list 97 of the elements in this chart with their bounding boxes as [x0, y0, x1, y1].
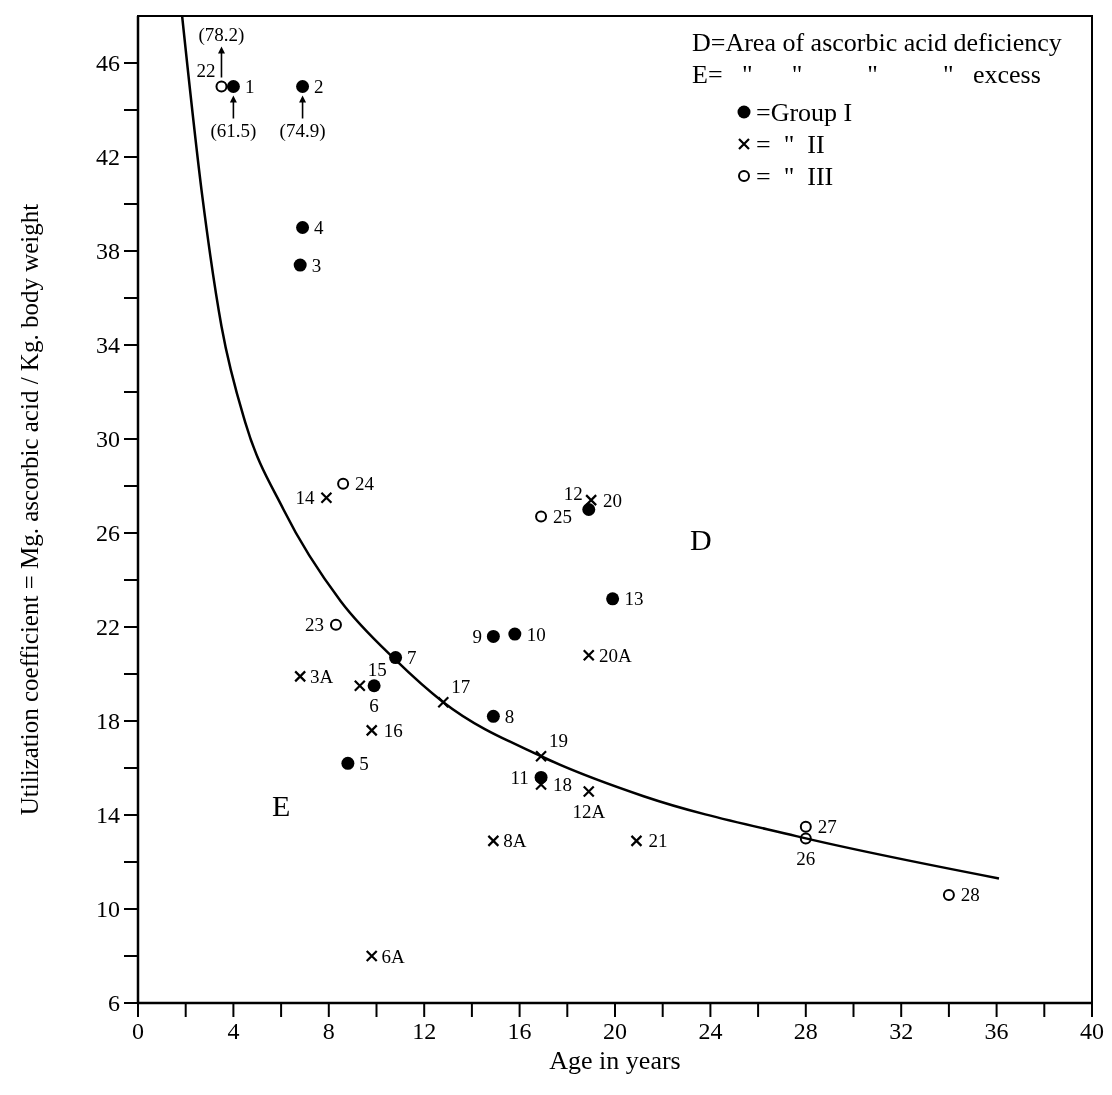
point — [486, 709, 500, 723]
point — [365, 724, 378, 737]
annotation: 27 — [817, 816, 837, 838]
point — [293, 258, 307, 272]
annotation: 13 — [624, 588, 644, 610]
annotation: 17 — [451, 675, 471, 697]
point — [630, 834, 643, 847]
annotation: 3 — [311, 254, 322, 276]
annotation: 25 — [553, 506, 573, 528]
annotation: E= " " " " excess — [692, 59, 1041, 89]
point — [486, 629, 500, 643]
annotation: 28 — [960, 884, 980, 906]
y-axis-title: Utilization coefficient = Mg. ascorbic acid / Kg. body weight — [16, 203, 43, 816]
point — [296, 221, 310, 234]
x-tick-label: 0 — [132, 1018, 144, 1044]
annotation: 7 — [407, 647, 417, 669]
annotation: 24 — [355, 473, 375, 495]
y-tick-label: 18 — [96, 708, 120, 734]
legend-label: = " II — [756, 129, 825, 159]
y-tick-label: 34 — [96, 332, 120, 358]
x-axis-title: Age in years — [549, 1046, 681, 1075]
x-tick-label: 40 — [1080, 1018, 1104, 1044]
annotation: 3A — [310, 665, 334, 687]
x-tick-label: 20 — [603, 1018, 627, 1044]
annotation: (74.9) — [279, 120, 326, 142]
point — [535, 510, 548, 523]
annotation: 6A — [381, 945, 406, 967]
annotation: 20 — [603, 489, 623, 511]
annotation: 23 — [305, 614, 325, 636]
y-tick-label: 26 — [96, 520, 120, 546]
point — [329, 618, 342, 631]
point — [367, 679, 381, 693]
point — [534, 778, 548, 791]
legend-label: = " III — [756, 161, 834, 191]
point — [606, 592, 620, 606]
annotation: 21 — [648, 830, 668, 852]
point — [487, 834, 500, 847]
y-tick-label: 10 — [96, 896, 120, 922]
x-tick-label: 28 — [793, 1018, 818, 1044]
annotation: 11 — [510, 766, 529, 788]
point — [337, 477, 350, 490]
x-tick-label: 32 — [889, 1018, 914, 1044]
point — [353, 679, 366, 692]
annotation: 15 — [367, 659, 387, 681]
annotation: 4 — [314, 217, 325, 238]
annotation: 12A — [572, 801, 606, 822]
annotation: 20A — [599, 644, 633, 666]
point — [585, 494, 598, 507]
point — [365, 949, 378, 963]
x-tick-label: 4 — [227, 1018, 240, 1044]
point — [508, 627, 522, 641]
y-tick-label: 6 — [108, 990, 120, 1016]
annotation: 14 — [295, 487, 315, 509]
point — [226, 80, 240, 93]
y-tick-label: 38 — [96, 238, 120, 264]
annotation: 12 — [563, 483, 583, 504]
point — [341, 756, 355, 770]
x-tick-label: 12 — [412, 1018, 437, 1044]
annotation: 8 — [504, 705, 515, 727]
point — [215, 80, 228, 93]
point — [320, 491, 333, 504]
x-tick-label: 16 — [507, 1018, 532, 1044]
annotation: 1 — [244, 76, 255, 97]
annotation: 9 — [472, 625, 482, 647]
point — [582, 785, 595, 798]
annotation: D — [690, 522, 712, 556]
y-tick-label: 42 — [96, 144, 120, 170]
point — [534, 750, 548, 763]
x-tick-label: 24 — [698, 1018, 723, 1044]
annotation: 8A — [503, 830, 527, 852]
annotation: 19 — [549, 729, 569, 751]
annotation: 22 — [196, 60, 216, 81]
annotation: 10 — [526, 623, 546, 645]
point — [296, 80, 310, 93]
annotation: D=Area of ascorbic acid deficiency — [692, 27, 1062, 57]
annotation: 6 — [369, 695, 379, 717]
point — [294, 670, 307, 683]
annotation: 2 — [314, 76, 324, 97]
point — [942, 888, 955, 901]
y-tick-label: 30 — [96, 426, 120, 452]
annotation: 16 — [383, 719, 403, 741]
point — [582, 503, 596, 516]
annotation: 5 — [359, 752, 369, 774]
annotation: (78.2) — [198, 24, 245, 46]
annotation: (61.5) — [210, 120, 257, 142]
y-tick-label: 46 — [96, 50, 120, 76]
x-tick-label: 36 — [984, 1018, 1009, 1044]
x-tick-label: 8 — [322, 1018, 335, 1044]
annotation: E — [271, 789, 291, 823]
y-tick-label: 14 — [96, 802, 120, 828]
legend-label: =Group I — [756, 97, 853, 127]
point — [437, 696, 450, 709]
annotation: 18 — [553, 773, 573, 795]
y-tick-label: 22 — [96, 614, 120, 640]
annotation: 26 — [796, 848, 816, 869]
point — [799, 820, 812, 833]
point — [582, 649, 595, 662]
